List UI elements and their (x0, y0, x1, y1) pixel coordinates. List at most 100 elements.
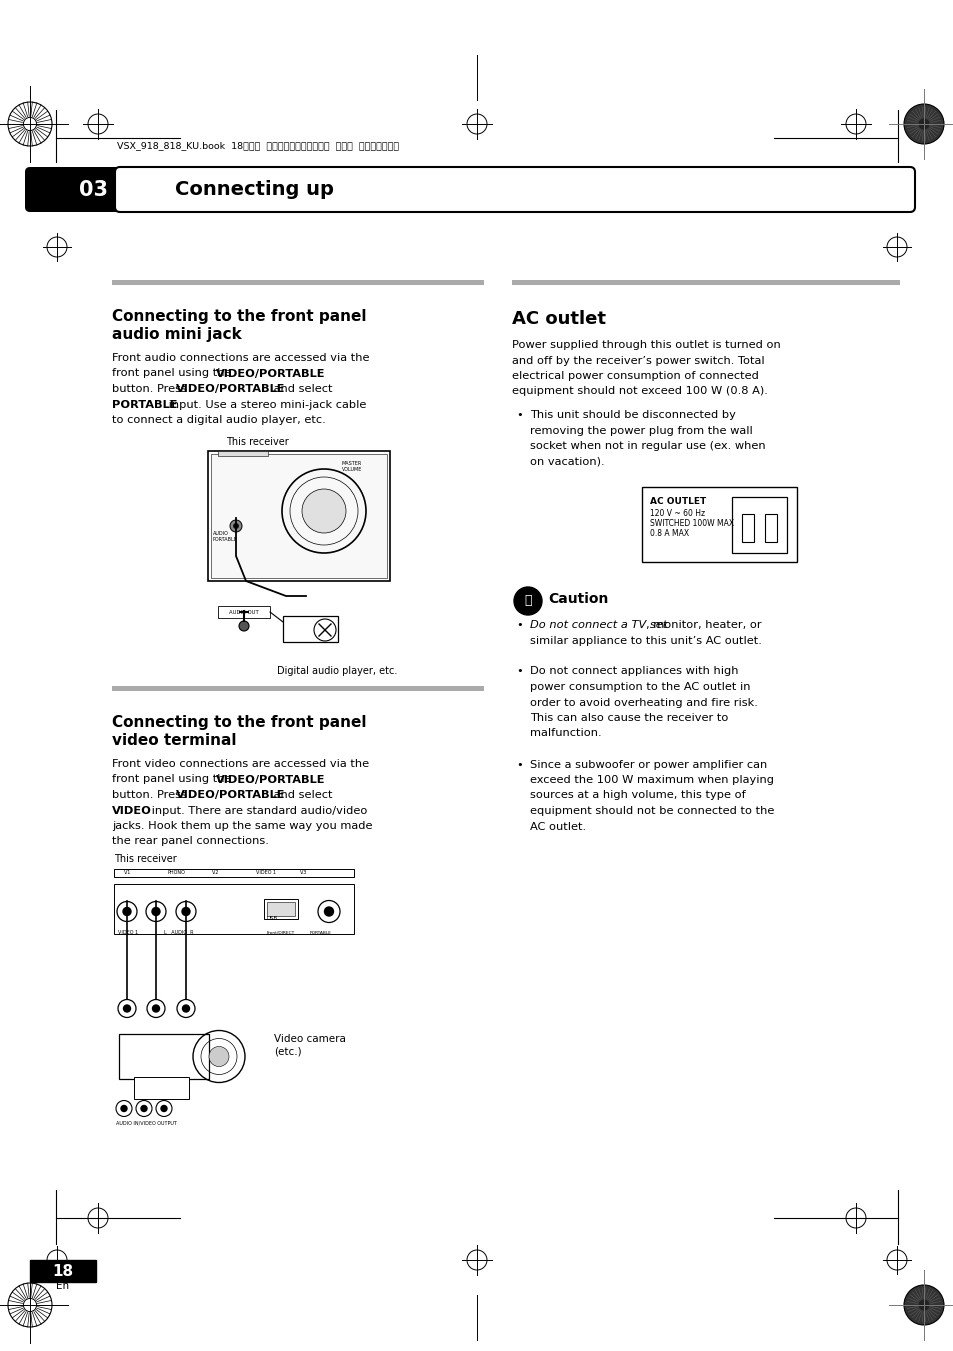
Text: Front video connections are accessed via the: Front video connections are accessed via… (112, 759, 369, 769)
Text: Digital audio player, etc.: Digital audio player, etc. (276, 666, 397, 676)
Text: input. There are standard audio/video: input. There are standard audio/video (148, 805, 367, 816)
Text: This receiver: This receiver (113, 854, 176, 865)
Bar (133, 1077, 189, 1098)
Text: and select: and select (270, 790, 333, 800)
Text: This can also cause the receiver to: This can also cause the receiver to (530, 713, 727, 723)
Circle shape (161, 1105, 167, 1112)
FancyBboxPatch shape (115, 168, 914, 212)
Text: VSX_918_818_KU.book  18ページ  ２００７年１１月２８日  水曜日  午後６時５８分: VSX_918_818_KU.book 18ページ ２００７年１１月２８日 水曜… (117, 142, 398, 150)
Circle shape (24, 118, 36, 131)
Circle shape (121, 1105, 127, 1112)
Text: button. Press: button. Press (112, 384, 191, 394)
Text: to connect a digital audio player, etc.: to connect a digital audio player, etc. (112, 415, 325, 426)
Bar (218, 451, 268, 457)
Circle shape (302, 489, 346, 534)
Text: (etc.): (etc.) (274, 1047, 301, 1056)
Text: •: • (516, 620, 522, 630)
Circle shape (152, 908, 160, 916)
Text: jacks. Hook them up the same way you made: jacks. Hook them up the same way you mad… (112, 821, 372, 831)
Bar (641, 486, 796, 562)
Text: Power supplied through this outlet is turned on: Power supplied through this outlet is tu… (512, 340, 780, 350)
Text: AUDIO OUT: AUDIO OUT (229, 609, 258, 615)
Circle shape (182, 908, 190, 916)
Text: equipment should not be connected to the: equipment should not be connected to the (530, 807, 774, 816)
Text: 0.8 A MAX: 0.8 A MAX (649, 530, 688, 538)
Text: button. Press: button. Press (112, 790, 191, 800)
Text: Since a subwoofer or power amplifier can: Since a subwoofer or power amplifier can (530, 759, 766, 770)
Text: equipment should not exceed 100 W (0.8 A).: equipment should not exceed 100 W (0.8 A… (512, 386, 767, 396)
Text: VIDEO 1: VIDEO 1 (255, 870, 275, 875)
Text: malfunction.: malfunction. (530, 728, 601, 739)
Circle shape (514, 586, 541, 615)
Bar (113, 869, 354, 877)
Text: , monitor, heater, or: , monitor, heater, or (645, 620, 760, 630)
Text: 120 V ~ 60 Hz: 120 V ~ 60 Hz (649, 509, 704, 517)
Text: This unit should be disconnected by: This unit should be disconnected by (530, 409, 735, 420)
Circle shape (917, 1300, 929, 1310)
Circle shape (123, 908, 131, 916)
Circle shape (324, 907, 334, 916)
Text: audio mini jack: audio mini jack (112, 327, 241, 342)
Text: PHONO: PHONO (168, 870, 186, 875)
Text: VIDEO: VIDEO (112, 805, 152, 816)
Text: •: • (516, 666, 522, 677)
Circle shape (182, 1005, 190, 1012)
Text: VIDEO/PORTABLE: VIDEO/PORTABLE (215, 774, 325, 785)
Text: sources at a high volume, this type of: sources at a high volume, this type of (530, 790, 745, 801)
FancyBboxPatch shape (25, 168, 163, 212)
Text: ✋: ✋ (524, 594, 531, 608)
Text: and select: and select (270, 384, 333, 394)
Bar (112, 686, 483, 690)
Text: and off by the receiver’s power switch. Total: and off by the receiver’s power switch. … (512, 355, 763, 366)
Text: AC outlet: AC outlet (512, 309, 605, 328)
Text: Do not connect a TV set: Do not connect a TV set (530, 620, 666, 630)
Bar (208, 451, 390, 581)
Text: Connecting to the front panel: Connecting to the front panel (112, 309, 366, 324)
Text: PORTABLE: PORTABLE (112, 400, 177, 409)
Bar (512, 280, 899, 285)
Text: En: En (56, 1281, 70, 1292)
Text: 03: 03 (79, 180, 109, 200)
Circle shape (8, 1283, 52, 1327)
Text: This receiver: This receiver (226, 436, 289, 447)
Bar (283, 616, 337, 642)
Bar (112, 280, 483, 285)
Circle shape (8, 101, 52, 146)
Text: V.1: V.1 (124, 870, 132, 875)
Circle shape (123, 1005, 131, 1012)
Bar (764, 513, 776, 542)
Text: SWITCHED 100W MAX: SWITCHED 100W MAX (649, 519, 734, 528)
Text: power consumption to the AC outlet in: power consumption to the AC outlet in (530, 682, 750, 692)
Text: exceed the 100 W maximum when playing: exceed the 100 W maximum when playing (530, 775, 773, 785)
Circle shape (917, 118, 929, 130)
Text: L   AUDIO  R: L AUDIO R (164, 931, 193, 935)
Bar (264, 898, 297, 919)
Text: Connecting to the front panel: Connecting to the front panel (112, 715, 366, 730)
Circle shape (141, 1105, 147, 1112)
Bar (30, 1260, 96, 1282)
Text: on vacation).: on vacation). (530, 457, 604, 466)
Text: the rear panel connections.: the rear panel connections. (112, 836, 269, 847)
Text: AUDIO IN/VIDEO OUTPUT: AUDIO IN/VIDEO OUTPUT (116, 1120, 176, 1125)
Text: Front audio connections are accessed via the: Front audio connections are accessed via… (112, 353, 369, 363)
Circle shape (209, 1047, 229, 1066)
Text: AC OUTLET: AC OUTLET (649, 497, 705, 507)
Text: input. Use a stereo mini-jack cable: input. Use a stereo mini-jack cable (165, 400, 366, 409)
Circle shape (233, 523, 238, 528)
Text: VIDEO/PORTABLE: VIDEO/PORTABLE (215, 369, 325, 378)
Text: removing the power plug from the wall: removing the power plug from the wall (530, 426, 752, 435)
Text: order to avoid overheating and fire risk.: order to avoid overheating and fire risk… (530, 697, 757, 708)
Text: VIDEO/PORTABLE: VIDEO/PORTABLE (175, 384, 285, 394)
Circle shape (152, 1005, 159, 1012)
Text: 18: 18 (52, 1265, 73, 1279)
Text: front panel using the: front panel using the (112, 369, 234, 378)
Text: USB: USB (267, 916, 278, 920)
Circle shape (903, 104, 943, 145)
Text: video terminal: video terminal (112, 734, 236, 748)
Bar (741, 513, 753, 542)
Bar (211, 454, 387, 578)
Circle shape (903, 1285, 943, 1325)
Text: VIDEO 1: VIDEO 1 (118, 931, 138, 935)
Text: Do not connect appliances with high: Do not connect appliances with high (530, 666, 738, 677)
Text: Front/DIRECT: Front/DIRECT (267, 931, 294, 935)
